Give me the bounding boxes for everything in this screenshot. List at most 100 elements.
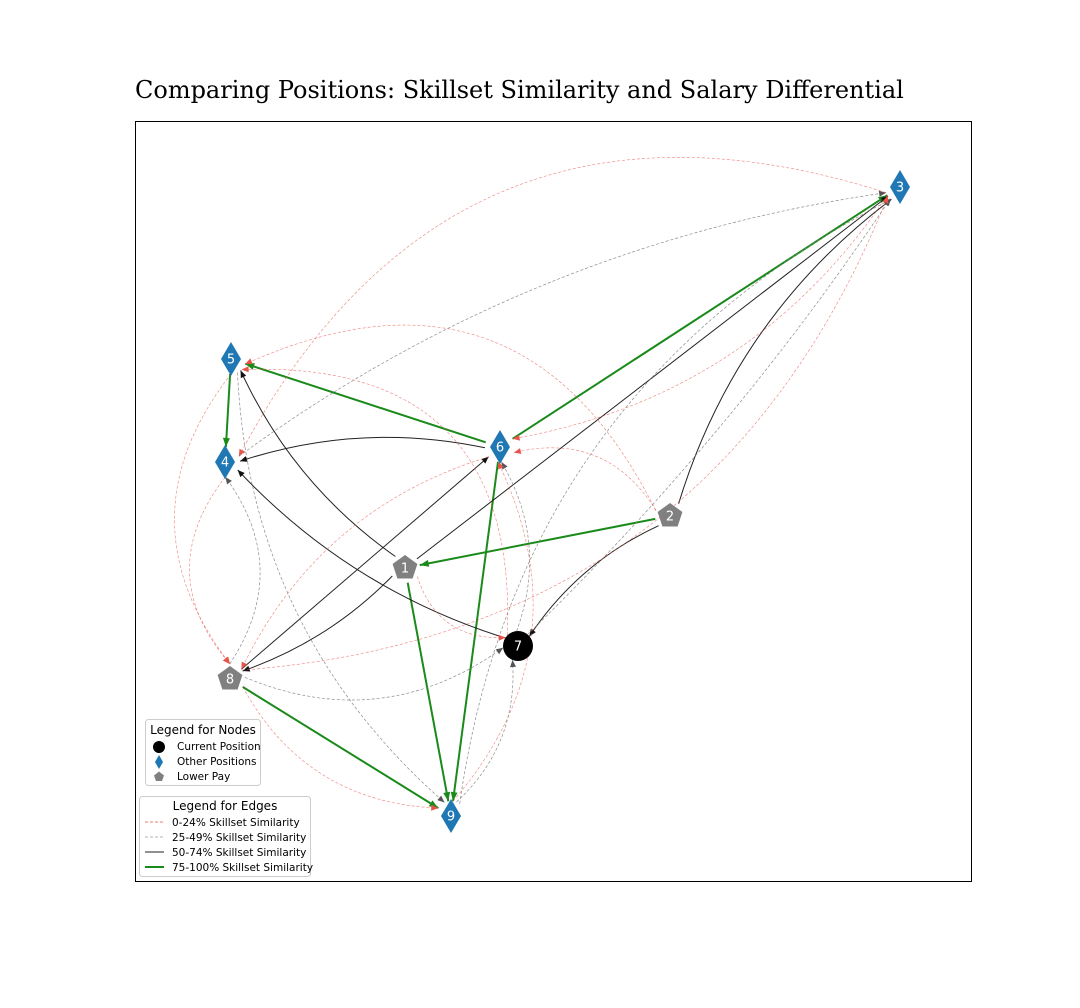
edge-8-to-4: [225, 476, 261, 665]
edge-arrowhead: [225, 477, 232, 485]
node-marker-other: [215, 445, 235, 479]
node-marker-lower: [392, 555, 418, 579]
edge-8-to-3: [242, 195, 889, 671]
edge-line: [244, 324, 657, 512]
node-label: 7: [514, 640, 522, 655]
edge-line: [456, 659, 514, 803]
edge-arrowhead: [498, 634, 506, 641]
edge-arrowhead: [882, 195, 889, 204]
node-9: 9: [441, 799, 461, 833]
legend-edge-label: 0-24% Skillset Similarity: [172, 817, 300, 829]
legend-edges-box: [139, 796, 311, 877]
node-marker-lower: [657, 503, 683, 527]
legend-edge-label: 50-74% Skillset Similarity: [172, 847, 306, 859]
legend-lower-marker: [154, 771, 164, 781]
edge-arrowhead: [240, 370, 247, 379]
legend-nodes-title: Legend for Nodes: [150, 723, 256, 737]
edge-arrowhead: [241, 661, 248, 670]
edge-7-to-6: [501, 461, 530, 632]
edge-arrowhead: [450, 791, 458, 802]
edge-2-to-1: [419, 517, 656, 567]
edge-line: [174, 373, 232, 665]
edge-2-to-5: [244, 324, 657, 512]
edge-line: [237, 469, 506, 639]
legend-edge-label: 25-49% Skillset Similarity: [172, 832, 306, 844]
edge-line: [239, 436, 486, 462]
edge-line: [244, 362, 487, 444]
edge-6-to-8: [241, 456, 489, 670]
node-marker-other: [490, 430, 510, 464]
edge-line: [241, 368, 509, 636]
edge-line: [512, 194, 888, 440]
edge-line: [244, 647, 504, 701]
node-marker-other: [441, 799, 461, 833]
legend-edge-item-50-74: 50-74% Skillset Similarity: [145, 847, 306, 859]
node-label: 9: [447, 810, 455, 825]
edge-line: [238, 157, 887, 457]
edge-line: [242, 575, 393, 672]
node-6: 6: [490, 430, 510, 464]
legend-edge-item-25-49: 25-49% Skillset Similarity: [145, 832, 306, 844]
edge-5-to-8: [174, 373, 232, 665]
edge-line: [238, 192, 887, 457]
edge-line: [241, 456, 489, 670]
edge-line: [225, 476, 261, 665]
edge-4-to-8: [189, 476, 230, 665]
edge-5-to-4: [222, 373, 232, 448]
edge-6-to-4: [239, 436, 486, 462]
edge-line: [240, 370, 396, 557]
edge-arrowhead: [513, 448, 522, 454]
legend-node-label: Lower Pay: [177, 771, 230, 783]
edge-1-to-5: [240, 370, 396, 557]
edge-line: [501, 461, 530, 632]
legend-edges: Legend for Edges 0-24% Skillset Similari…: [139, 796, 313, 877]
edge-5-to-9: [237, 372, 445, 803]
edge-arrowhead: [428, 800, 439, 809]
legend-current-marker: [153, 741, 165, 753]
legend-node-label: Other Positions: [177, 756, 257, 768]
edge-8-to-9: [242, 686, 439, 811]
edge-line: [416, 195, 889, 560]
edge-arrowhead: [510, 660, 516, 668]
node-3: 3: [890, 170, 910, 204]
node-5: 5: [221, 342, 241, 376]
edge-line: [224, 373, 232, 448]
edge-line: [528, 525, 659, 637]
plot-frame: [135, 121, 972, 882]
node-7: 7: [503, 631, 533, 661]
edge-8-to-6: [241, 456, 489, 670]
node-marker-current: [503, 631, 533, 661]
edge-2-to-3: [678, 198, 892, 504]
edge-line: [242, 686, 439, 809]
edge-line: [242, 195, 889, 671]
node-label: 8: [226, 673, 234, 688]
edge-arrowhead: [241, 366, 249, 373]
edge-line: [512, 195, 888, 440]
edge-7-to-5: [241, 366, 509, 636]
legend-node-item-other: Other Positions: [155, 755, 257, 769]
node-8: 8: [217, 666, 243, 690]
edge-6-to-9: [450, 461, 499, 802]
edges-layer: [174, 157, 892, 811]
edge-line: [189, 476, 230, 665]
edge-arrowhead: [245, 363, 255, 370]
chart-title: Comparing Positions: Skillset Similarity…: [135, 76, 904, 104]
legend-node-label: Current Position: [177, 741, 261, 753]
edge-arrowhead: [240, 456, 248, 462]
edge-arrowhead: [501, 461, 508, 470]
legend-edge-item-0-24: 0-24% Skillset Similarity: [145, 817, 300, 829]
legend-nodes-box: [145, 719, 261, 786]
edge-2-to-6: [513, 447, 657, 511]
edge-1-to-9: [406, 582, 451, 802]
edge-line: [242, 686, 439, 809]
edge-8-to-9: [242, 686, 439, 809]
edge-line: [419, 517, 656, 567]
node-2: 2: [657, 503, 683, 527]
edge-4-to-3: [238, 190, 887, 457]
edge-arrowhead: [419, 559, 430, 567]
edge-line: [237, 372, 445, 803]
edge-arrowhead: [237, 470, 245, 478]
edge-1-to-7: [417, 576, 506, 641]
node-label: 1: [401, 562, 409, 577]
